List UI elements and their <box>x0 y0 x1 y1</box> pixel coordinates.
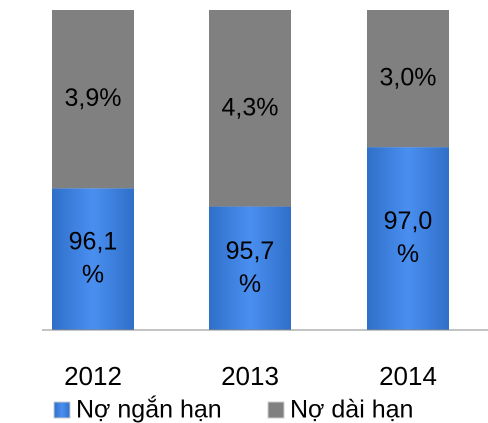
legend-label: Nợ ngắn hạn <box>76 395 222 423</box>
bar-segment <box>52 188 134 330</box>
x-tick-label: 2013 <box>221 361 279 391</box>
data-label: 4,3% <box>222 93 279 121</box>
data-label: 95,7% <box>226 236 275 297</box>
legend-swatch <box>267 401 285 419</box>
data-label: 3,9% <box>65 84 122 112</box>
bar-segment <box>209 10 291 207</box>
bar-segment <box>52 10 134 189</box>
legend-label: Nợ dài hạn <box>290 396 413 423</box>
data-label: 96,1% <box>69 227 118 288</box>
bar-segment <box>209 206 291 330</box>
bar-segment <box>367 10 449 148</box>
data-label: 97,0% <box>384 207 433 268</box>
bar-segment <box>367 147 449 330</box>
x-tick-label: 2012 <box>64 361 122 391</box>
x-tick-label: 2014 <box>379 361 437 391</box>
data-label: 3,0% <box>380 63 437 91</box>
legend-swatch <box>53 401 71 419</box>
